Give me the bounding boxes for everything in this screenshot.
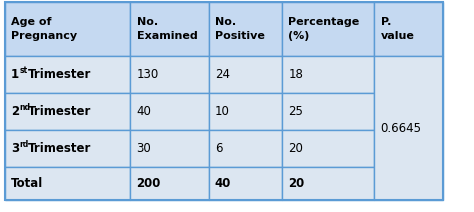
Bar bbox=[5, 93, 130, 130]
Text: Trimester: Trimester bbox=[27, 105, 91, 118]
Text: Age of: Age of bbox=[11, 17, 51, 27]
Bar bbox=[5, 130, 130, 167]
Text: 0.6645: 0.6645 bbox=[381, 122, 421, 135]
Bar bbox=[282, 56, 374, 93]
Bar bbox=[282, 93, 374, 130]
Bar bbox=[209, 167, 282, 200]
Text: No.: No. bbox=[215, 17, 236, 27]
Bar bbox=[209, 56, 282, 93]
Text: Pregnancy: Pregnancy bbox=[11, 31, 77, 41]
Bar bbox=[282, 2, 374, 56]
Text: 18: 18 bbox=[288, 68, 303, 81]
Text: P.: P. bbox=[381, 17, 391, 27]
Text: 1: 1 bbox=[11, 68, 19, 81]
Text: 24: 24 bbox=[215, 68, 230, 81]
Text: No.: No. bbox=[137, 17, 158, 27]
Bar bbox=[5, 56, 130, 93]
Text: Examined: Examined bbox=[137, 31, 197, 41]
Text: 10: 10 bbox=[215, 105, 229, 118]
Text: Total: Total bbox=[11, 177, 43, 190]
Bar bbox=[209, 2, 282, 56]
Text: Positive: Positive bbox=[215, 31, 264, 41]
Text: rd: rd bbox=[19, 140, 29, 149]
Text: Percentage: Percentage bbox=[288, 17, 359, 27]
Text: 40: 40 bbox=[215, 177, 231, 190]
Text: st: st bbox=[19, 66, 27, 75]
Text: 6: 6 bbox=[215, 142, 222, 155]
Text: (%): (%) bbox=[288, 31, 310, 41]
Text: 30: 30 bbox=[137, 142, 151, 155]
Bar bbox=[130, 167, 209, 200]
Text: 25: 25 bbox=[288, 105, 303, 118]
Bar bbox=[282, 167, 374, 200]
Text: 200: 200 bbox=[137, 177, 161, 190]
Bar bbox=[209, 130, 282, 167]
Bar bbox=[209, 93, 282, 130]
Text: Trimester: Trimester bbox=[27, 68, 91, 81]
Text: 20: 20 bbox=[288, 142, 303, 155]
Text: 130: 130 bbox=[137, 68, 159, 81]
Bar bbox=[130, 2, 209, 56]
Bar bbox=[130, 130, 209, 167]
Text: nd: nd bbox=[19, 103, 30, 112]
Text: 2: 2 bbox=[11, 105, 19, 118]
Bar bbox=[5, 167, 130, 200]
Bar bbox=[5, 2, 130, 56]
Text: 3: 3 bbox=[11, 142, 19, 155]
Text: 40: 40 bbox=[137, 105, 151, 118]
Bar bbox=[130, 93, 209, 130]
Bar bbox=[374, 2, 443, 56]
Text: Trimester: Trimester bbox=[27, 142, 91, 155]
Text: value: value bbox=[381, 31, 414, 41]
Text: 20: 20 bbox=[288, 177, 304, 190]
Bar bbox=[282, 130, 374, 167]
Bar bbox=[374, 56, 443, 200]
Bar bbox=[130, 56, 209, 93]
